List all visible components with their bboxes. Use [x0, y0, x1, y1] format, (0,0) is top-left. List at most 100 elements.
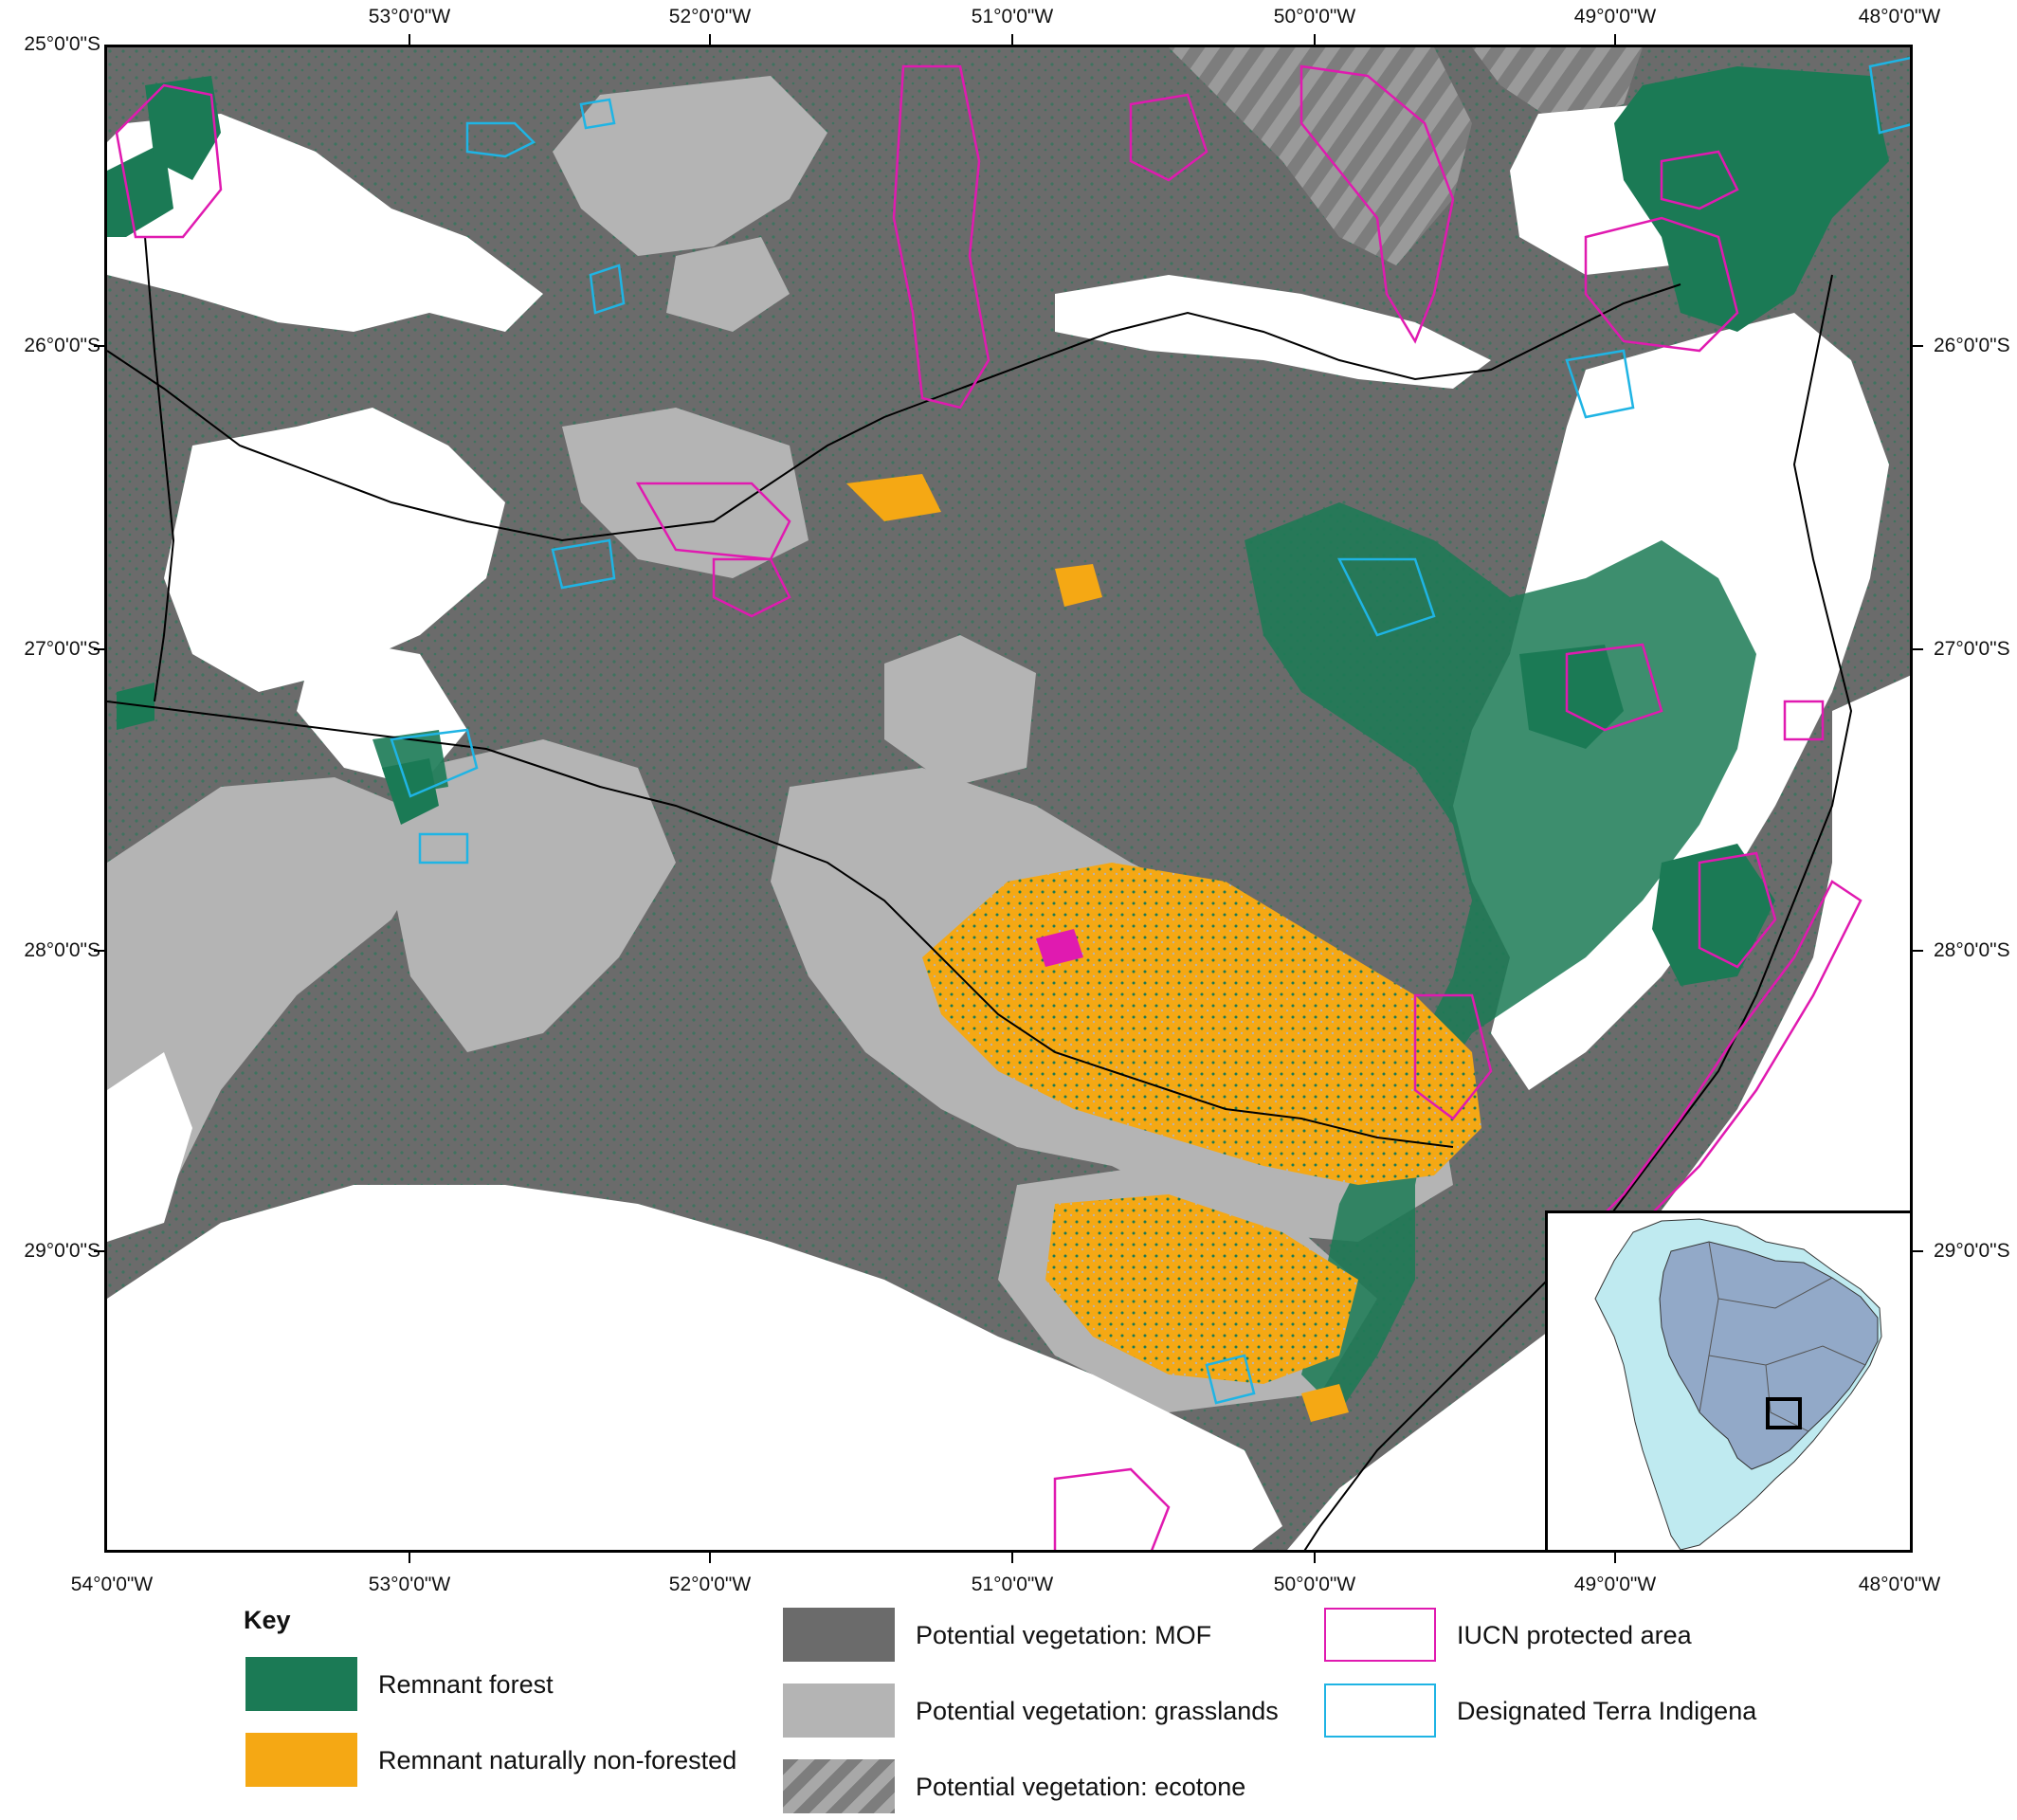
lon-tick-top-52: 52°0'0"W: [668, 6, 752, 27]
lat-tick-left-25: 25°0'0"S: [24, 33, 100, 55]
legend-swatch-mof: [783, 1608, 895, 1662]
lat-tick-left-27: 27°0'0"S: [24, 638, 100, 660]
tick-mark: [94, 345, 104, 347]
nonforest-coast: [1301, 1384, 1349, 1422]
tick-mark: [709, 34, 711, 45]
iucn-pink-patch: [1036, 929, 1083, 967]
legend-swatch-grasslands: [783, 1684, 895, 1738]
tick-mark: [1913, 648, 1923, 650]
iucn-nw: [115, 83, 223, 239]
iucn-ne-2: [1660, 150, 1739, 210]
iucn-mid-1: [635, 482, 791, 561]
state-boundary-west: [144, 236, 175, 702]
lon-tick-bottom-50: 50°0'0"W: [1273, 1574, 1356, 1595]
grassland-central: [391, 739, 676, 1052]
legend-label-remnant-forest: Remnant forest: [378, 1670, 554, 1699]
ti-west-1: [589, 264, 626, 315]
legend-swatch-remnant-forest: [245, 1657, 357, 1711]
legend-label-iucn: IUCN protected area: [1457, 1621, 1692, 1649]
ti-south-1: [1205, 1354, 1256, 1405]
lon-tick-bottom-51: 51°0'0"W: [971, 1574, 1054, 1595]
tick-mark: [409, 34, 410, 45]
state-boundary-1: [107, 283, 1681, 542]
forest-coast-patch: [1652, 844, 1775, 986]
grassland-north: [553, 76, 827, 256]
lon-tick-top-53: 53°0'0"W: [368, 6, 451, 27]
iucn-east-3: [1698, 851, 1777, 969]
tick-mark: [1314, 1553, 1316, 1563]
coastline: [1303, 274, 1853, 1550]
grassland-mid: [562, 408, 809, 578]
white-sw-gap: [107, 1052, 192, 1242]
ti-north-1: [465, 121, 536, 158]
iucn-mid-2: [712, 557, 791, 618]
lon-tick-bottom-52: 52°0'0"W: [668, 1574, 752, 1595]
tick-mark: [409, 1553, 410, 1563]
tick-mark: [94, 648, 104, 650]
lon-tick-top-50: 50°0'0"W: [1273, 6, 1356, 27]
tick-mark: [1011, 1553, 1013, 1563]
inset-state-lines: [1699, 1241, 1866, 1432]
white-river-n: [1055, 275, 1491, 389]
legend-label-mof: Potential vegetation: MOF: [916, 1621, 1212, 1649]
inset-south-america: [1594, 1218, 1882, 1551]
tick-mark: [1614, 1553, 1616, 1563]
ecotone-north: [1169, 47, 1472, 265]
legend-title: Key: [244, 1606, 291, 1634]
ti-east-1: [1336, 557, 1436, 637]
ti-ne-2: [1868, 56, 1910, 135]
legend-swatch-remnant-non-forested: [245, 1733, 357, 1787]
iucn-east-2: [1783, 700, 1825, 741]
tick-mark: [1614, 34, 1616, 45]
lon-tick-top-48: 48°0'0"W: [1858, 6, 1941, 27]
tick-mark: [1913, 950, 1923, 952]
forest-nw-2: [145, 76, 221, 180]
ti-ne-1: [1565, 349, 1635, 419]
tick-mark: [709, 1553, 711, 1563]
white-nw: [107, 114, 543, 332]
ti-mid-1: [551, 538, 616, 590]
white-south: [107, 1185, 1282, 1550]
nonforest-north: [846, 474, 941, 521]
ecotone-north-2: [1472, 47, 1643, 123]
legend-label-ecotone: Potential vegetation: ecotone: [916, 1773, 1246, 1801]
iucn-south-2: [1413, 993, 1493, 1120]
tick-mark: [94, 950, 104, 952]
forest-east-patch: [1519, 645, 1624, 749]
iucn-north-1: [892, 64, 990, 410]
lat-tick-left-29: 29°0'0"S: [24, 1240, 100, 1262]
tick-mark: [1011, 34, 1013, 45]
inset-map: [1545, 1210, 1913, 1553]
iucn-ne-1: [1584, 216, 1739, 353]
forest-east-band: [1245, 502, 1756, 1412]
forest-wsw: [117, 682, 154, 730]
white-west: [164, 408, 505, 692]
legend-swatch-ecotone: [783, 1759, 895, 1813]
state-boundary-2: [107, 701, 1454, 1148]
ti-north-2: [579, 98, 616, 130]
tick-mark: [1913, 345, 1923, 347]
lon-tick-top-49: 49°0'0"W: [1573, 6, 1657, 27]
lat-tick-right-26: 26°0'0"S: [1934, 335, 2010, 356]
iucn-south-1: [1053, 1467, 1171, 1550]
lat-tick-right-28: 28°0'0"S: [1934, 939, 2010, 961]
tick-mark: [94, 1250, 104, 1252]
nonforest-mid: [1055, 564, 1102, 607]
forest-mid-patch: [373, 730, 448, 796]
iucn-east-1: [1565, 643, 1663, 732]
grassland-north-2: [666, 237, 790, 332]
ti-west-2: [390, 728, 479, 798]
lon-tick-top-51: 51°0'0"W: [971, 6, 1054, 27]
lon-tick-bottom-53: 53°0'0"W: [368, 1574, 451, 1595]
legend-swatch-terra-indigena: [1324, 1684, 1436, 1738]
nonforest-south: [1045, 1194, 1358, 1384]
legend-label-grasslands: Potential vegetation: grasslands: [916, 1697, 1279, 1725]
lon-tick-bottom-48: 48°0'0"W: [1858, 1574, 1941, 1595]
forest-ne: [1614, 66, 1889, 332]
tick-mark: [1913, 1250, 1923, 1252]
lat-tick-right-29: 29°0'0"S: [1934, 1240, 2010, 1262]
legend-label-remnant-non-forested: Remnant naturally non-forested: [378, 1746, 737, 1774]
lon-tick-bottom-54: 54°0'0"W: [70, 1574, 154, 1595]
tick-mark: [1314, 34, 1316, 45]
legend-swatch-iucn: [1324, 1608, 1436, 1662]
